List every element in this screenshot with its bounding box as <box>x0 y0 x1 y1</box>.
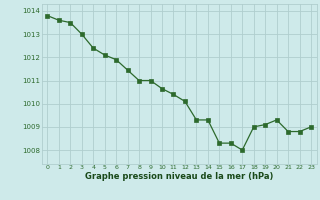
X-axis label: Graphe pression niveau de la mer (hPa): Graphe pression niveau de la mer (hPa) <box>85 172 273 181</box>
